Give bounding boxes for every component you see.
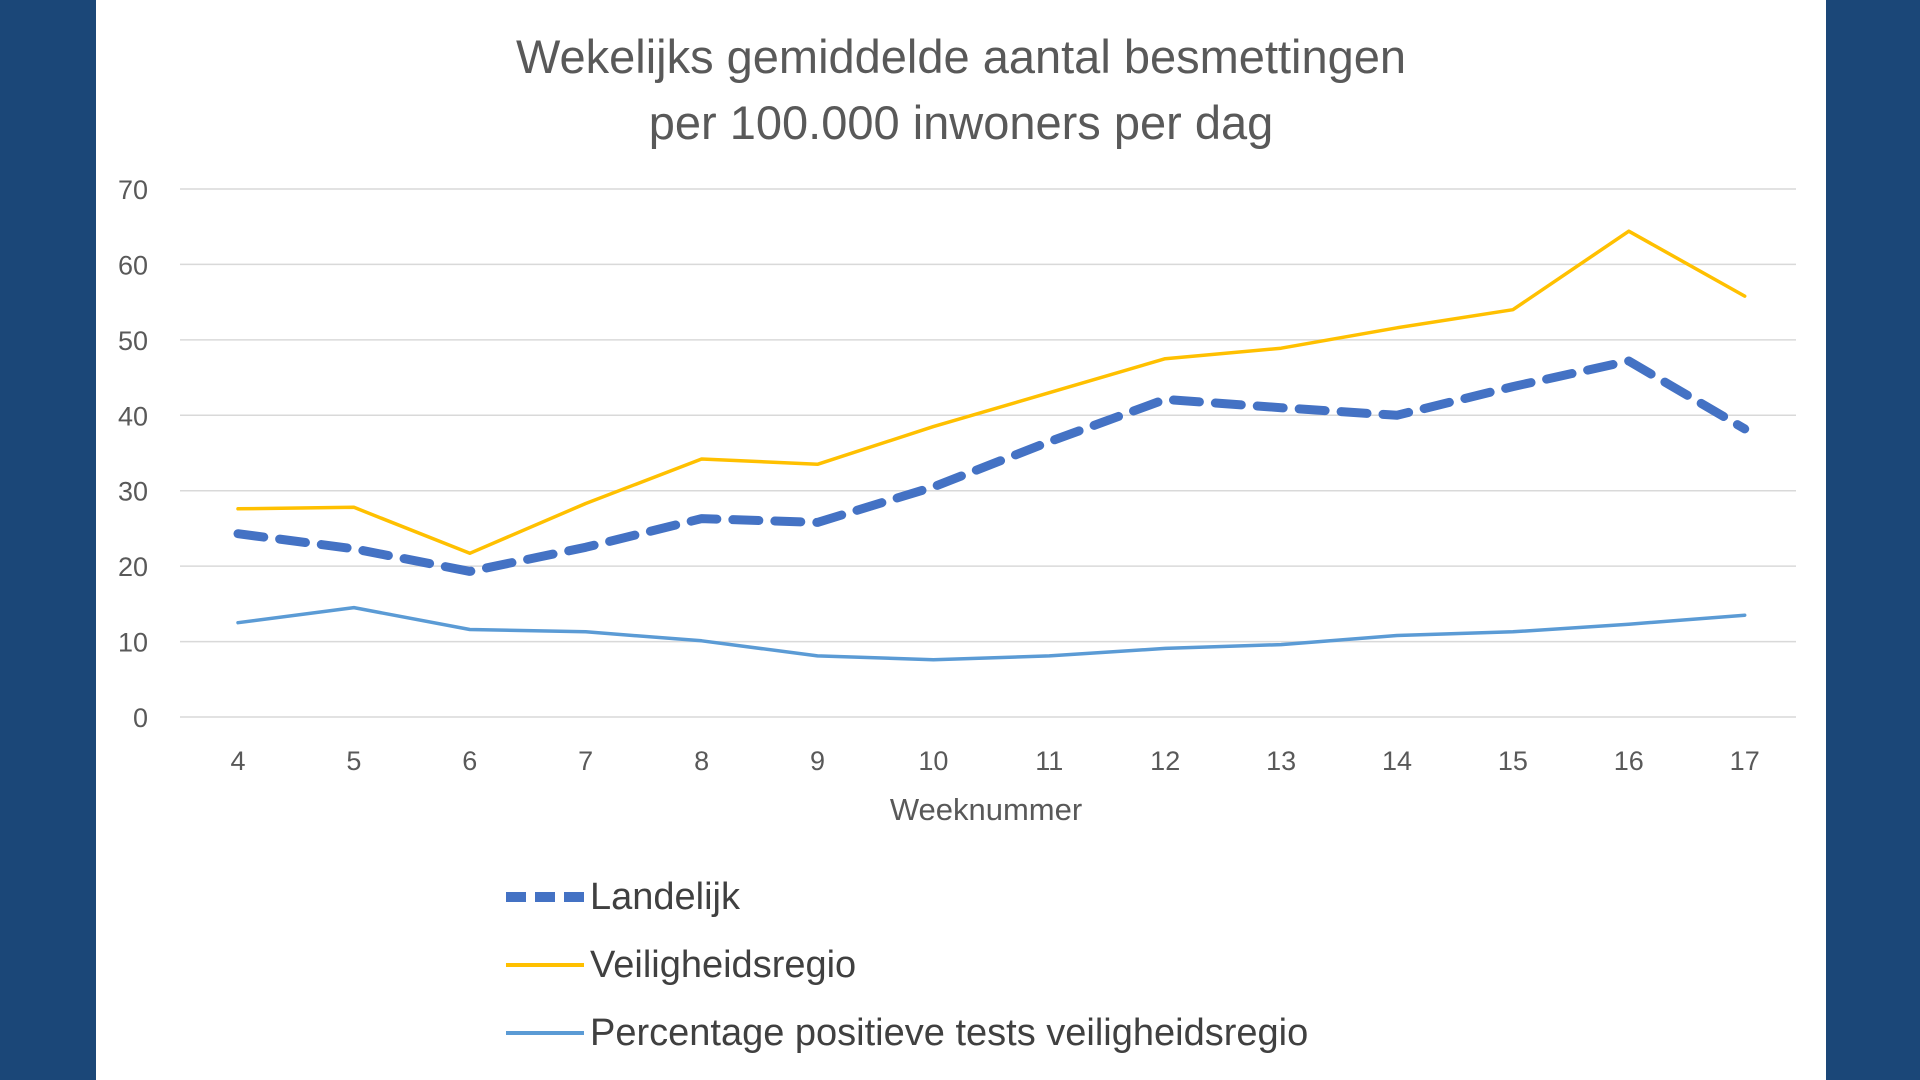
gridlines xyxy=(180,188,1796,718)
slide-canvas: Wekelijks gemiddelde aantal besmettingen… xyxy=(96,0,1826,1080)
x-tick-label: 5 xyxy=(346,746,361,776)
y-tick-label: 0 xyxy=(133,703,148,733)
y-tick-label: 70 xyxy=(118,175,148,205)
chart-title: Wekelijks gemiddelde aantal besmettingen… xyxy=(96,24,1826,156)
x-tick-label: 15 xyxy=(1498,746,1528,776)
legend-label-percentage-positief: Percentage positieve tests veiligheidsre… xyxy=(590,1011,1309,1054)
legend-label-veiligheidsregio: Veiligheidsregio xyxy=(590,943,857,986)
chart-title-line-2: per 100.000 inwoners per dag xyxy=(648,96,1274,149)
line-chart: 0 10 20 30 40 50 60 70 4 5 6 7 8 9 10 11 12 13 14 15 16 17 W… xyxy=(118,175,1796,827)
x-tick-label: 12 xyxy=(1150,746,1180,776)
x-tick-label: 6 xyxy=(462,746,477,776)
y-tick-label: 30 xyxy=(118,477,148,507)
chart-title-line-1: Wekelijks gemiddelde aantal besmettingen xyxy=(515,30,1407,83)
series-line-1 xyxy=(236,229,1747,556)
legend-item-percentage-positief: Percentage positieve tests veiligheidsre… xyxy=(506,1008,1308,1058)
x-axis-ticks: 4 5 6 7 8 9 10 11 12 13 14 15 16 17 xyxy=(230,746,1759,776)
legend-item-landelijk: Landelijk xyxy=(506,872,740,922)
legend-item-veiligheidsregio: Veiligheidsregio xyxy=(506,940,856,990)
y-tick-label: 60 xyxy=(118,250,148,280)
y-tick-label: 40 xyxy=(118,401,148,431)
legend-swatch-landelijk xyxy=(506,892,584,902)
legend-swatch-percentage-positief xyxy=(506,1031,584,1035)
y-axis-ticks: 0 10 20 30 40 50 60 70 xyxy=(118,175,148,733)
x-axis-label: Weeknummer xyxy=(890,792,1082,827)
legend-swatch-veiligheidsregio xyxy=(506,963,584,967)
x-tick-label: 13 xyxy=(1266,746,1296,776)
x-tick-label: 10 xyxy=(918,746,948,776)
series-line-2 xyxy=(236,605,1747,662)
x-tick-label: 9 xyxy=(810,746,825,776)
x-tick-label: 14 xyxy=(1382,746,1412,776)
x-tick-label: 17 xyxy=(1730,746,1760,776)
series-lines xyxy=(233,229,1750,662)
x-tick-label: 11 xyxy=(1035,746,1063,776)
x-tick-label: 4 xyxy=(230,746,245,776)
series-line-0 xyxy=(233,356,1750,576)
x-tick-label: 7 xyxy=(578,746,593,776)
x-tick-label: 8 xyxy=(694,746,709,776)
legend-label-landelijk: Landelijk xyxy=(590,875,740,918)
y-tick-label: 10 xyxy=(118,628,148,658)
y-tick-label: 20 xyxy=(118,552,148,582)
y-tick-label: 50 xyxy=(118,326,148,356)
x-tick-label: 16 xyxy=(1614,746,1644,776)
